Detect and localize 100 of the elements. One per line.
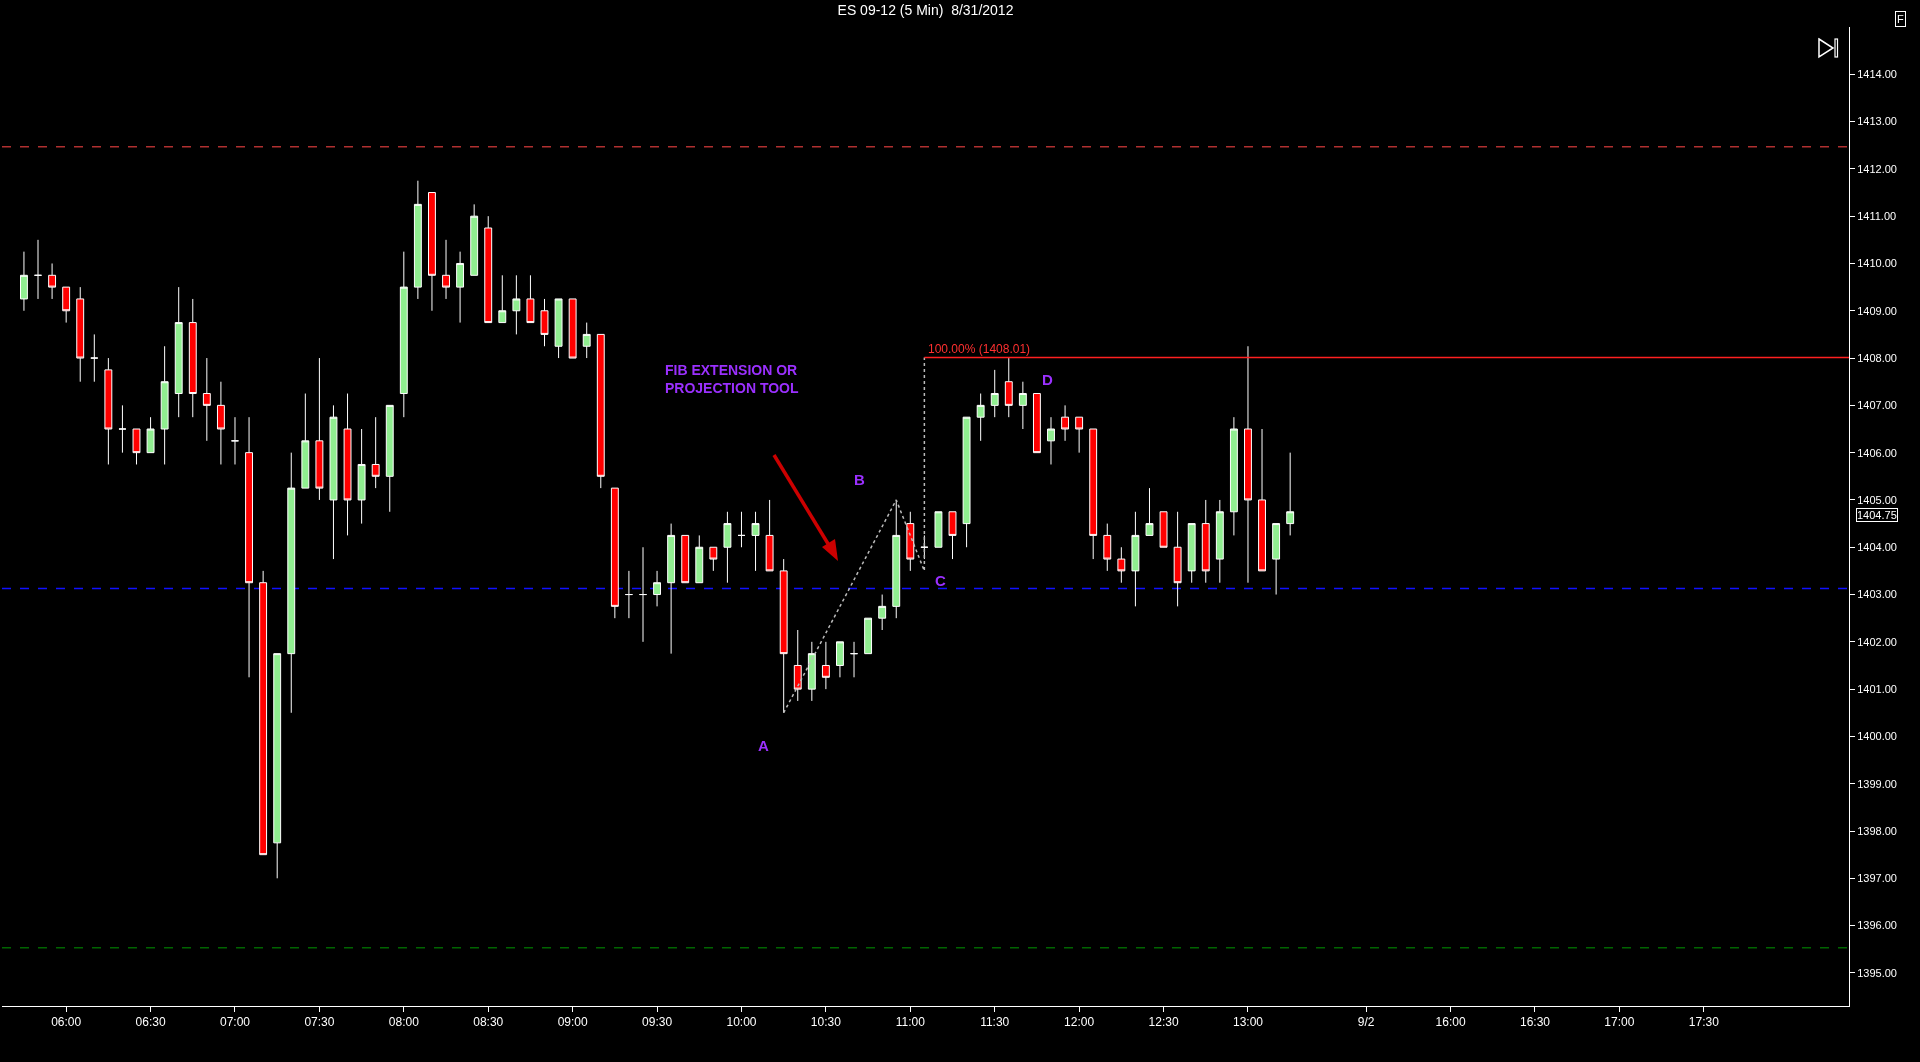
candlestick [484, 215, 493, 324]
candlestick [20, 251, 28, 312]
x-tick-label: 11:00 [895, 1015, 926, 1030]
candlestick [498, 274, 507, 324]
candlestick [301, 393, 310, 489]
candlestick [442, 239, 450, 300]
y-tick-label: 1407.00 [1857, 399, 1897, 412]
candlestick [1229, 416, 1238, 536]
candlestick [582, 322, 591, 359]
candlestick [653, 570, 662, 607]
candlestick [428, 192, 436, 312]
candlestick [1075, 416, 1084, 454]
y-tick-label: 1411.00 [1857, 210, 1897, 223]
y-tick-label: 1396.00 [1857, 919, 1897, 932]
candlestick [723, 511, 732, 584]
annotation: B [854, 471, 865, 488]
text: 1404.75 [1857, 509, 1897, 521]
chart-title: ES 09-12 (5 Min) 8/31/2012 [837, 2, 1014, 19]
candlestick [315, 357, 324, 501]
candlestick [962, 416, 971, 548]
y-tick-label: 1408.00 [1857, 351, 1897, 364]
y-tick-label: 1397.00 [1857, 872, 1897, 885]
x-tick-label: 13:00 [1232, 1015, 1264, 1030]
candlestick [1004, 357, 1013, 418]
candlestick [765, 499, 774, 572]
candlestick [1103, 523, 1112, 572]
candlestick [906, 511, 915, 572]
candlestick [118, 404, 127, 454]
y-tick-label: 1410.00 [1857, 257, 1897, 270]
candlestick [1258, 428, 1266, 572]
candlestick [948, 511, 957, 560]
candlestick [990, 369, 999, 418]
candlestick [413, 180, 422, 300]
x2-tick-label: 9/2 [1357, 1015, 1375, 1030]
candlestick [90, 333, 99, 383]
x2-tick-label: 17:00 [1604, 1015, 1635, 1030]
y-tick-label: 1403.00 [1857, 588, 1897, 601]
candlestick [512, 274, 521, 335]
y-tick-label: 1399.00 [1857, 777, 1897, 790]
candlestick [385, 404, 394, 513]
x-tick-label: 08:00 [388, 1015, 420, 1030]
candlestick [76, 286, 85, 383]
x-tick-label: 10:00 [726, 1015, 757, 1030]
candlestick [371, 416, 380, 489]
candlestick [793, 629, 802, 702]
candlestick [821, 641, 830, 690]
annotation: D [1042, 371, 1053, 388]
x-tick-label: 10:30 [810, 1015, 842, 1030]
candlestick [1018, 381, 1027, 430]
x-tick-label: 06:00 [51, 1015, 82, 1030]
candlestick [934, 511, 943, 548]
candlestick [1117, 546, 1126, 584]
candlestick [751, 511, 760, 572]
candlestick [1201, 499, 1210, 584]
y-tick-label: 1412.00 [1857, 162, 1897, 175]
candlestick [1215, 499, 1224, 584]
candlestick [146, 416, 155, 454]
x-tick-label: 12:00 [1064, 1015, 1095, 1030]
candlestick [596, 333, 605, 489]
candlestick [1145, 487, 1154, 536]
annotation: 100.00% (1408.01) [928, 342, 1031, 356]
candlestick [188, 298, 197, 418]
candlestick [160, 345, 169, 465]
candlestick [540, 298, 549, 347]
candlestick [610, 487, 619, 619]
candlestick [920, 534, 929, 560]
x2-tick-label: 16:30 [1519, 1015, 1551, 1030]
y-tick-label: 1401.00 [1857, 682, 1897, 695]
annotation: C [935, 572, 946, 589]
candlestick [681, 534, 690, 584]
candlestick [624, 570, 633, 619]
candlestick [892, 499, 901, 619]
x2-tick-label: 16:00 [1435, 1015, 1466, 1030]
candlestick [779, 558, 788, 714]
candlestick [174, 286, 183, 418]
y-tick-label: 1406.00 [1857, 446, 1897, 459]
y-tick-label: 1402.00 [1857, 635, 1897, 648]
candlestick [1272, 523, 1281, 596]
x-tick-label: 08:30 [473, 1015, 504, 1030]
candlestick [667, 523, 676, 655]
candlestick [526, 274, 535, 324]
candlestick [568, 298, 577, 359]
candlestick [1032, 393, 1041, 454]
y-tick-label: 1405.00 [1857, 493, 1897, 506]
candlestick [245, 416, 253, 678]
y-tick-label: 1414.00 [1857, 68, 1897, 81]
y-tick-label: 1413.00 [1857, 115, 1897, 128]
candlestick [554, 298, 563, 359]
candlestick [104, 357, 113, 465]
x-tick-label: 06:30 [135, 1015, 166, 1030]
candlestick [357, 428, 366, 525]
candlestick [132, 428, 141, 465]
x-tick-label: 07:00 [219, 1015, 251, 1030]
y-tick-label: 1395.00 [1857, 966, 1897, 979]
candlestick [287, 452, 296, 714]
candlestick [807, 641, 816, 702]
text: F [1897, 13, 1904, 25]
candlestick [329, 404, 338, 560]
candlestick [1061, 404, 1070, 442]
candlestick [48, 262, 57, 300]
